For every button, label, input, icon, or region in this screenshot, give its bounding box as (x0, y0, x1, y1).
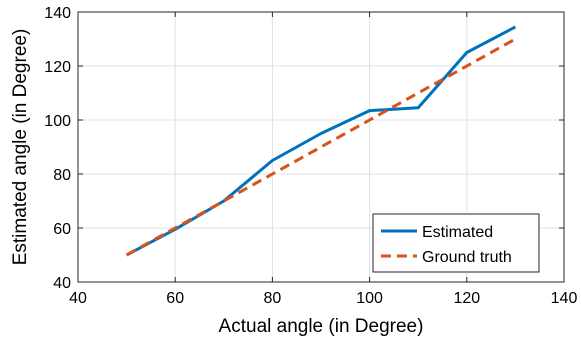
y-tick-label: 80 (53, 167, 71, 184)
y-tick-label: 100 (44, 113, 71, 130)
series-line-ground-truth (125, 37, 517, 257)
legend: Estimated Ground truth (372, 213, 540, 273)
x-tick-label: 140 (551, 290, 578, 307)
plot-frame (77, 11, 565, 283)
y-tick-label: 120 (44, 59, 71, 76)
x-axis-label: Actual angle (in Degree) (219, 316, 424, 337)
y-tick-label: 60 (53, 221, 71, 238)
y-tick-label: 140 (44, 5, 71, 22)
legend-box (372, 213, 540, 273)
legend-label-ground-truth: Ground truth (422, 249, 512, 266)
series-group (125, 25, 517, 257)
axis-ticks: 40 60 80 100 120 140 40 60 80 100 120 140 (44, 5, 577, 307)
x-tick-label: 40 (69, 290, 87, 307)
y-axis-label: Estimated angle (in Degree) (10, 29, 31, 266)
x-tick-label: 80 (264, 290, 282, 307)
legend-label-estimated: Estimated (422, 224, 493, 241)
y-tick-label: 40 (53, 275, 71, 292)
x-tick-label: 60 (166, 290, 184, 307)
x-tick-label: 100 (356, 290, 383, 307)
x-tick-label: 120 (453, 290, 480, 307)
